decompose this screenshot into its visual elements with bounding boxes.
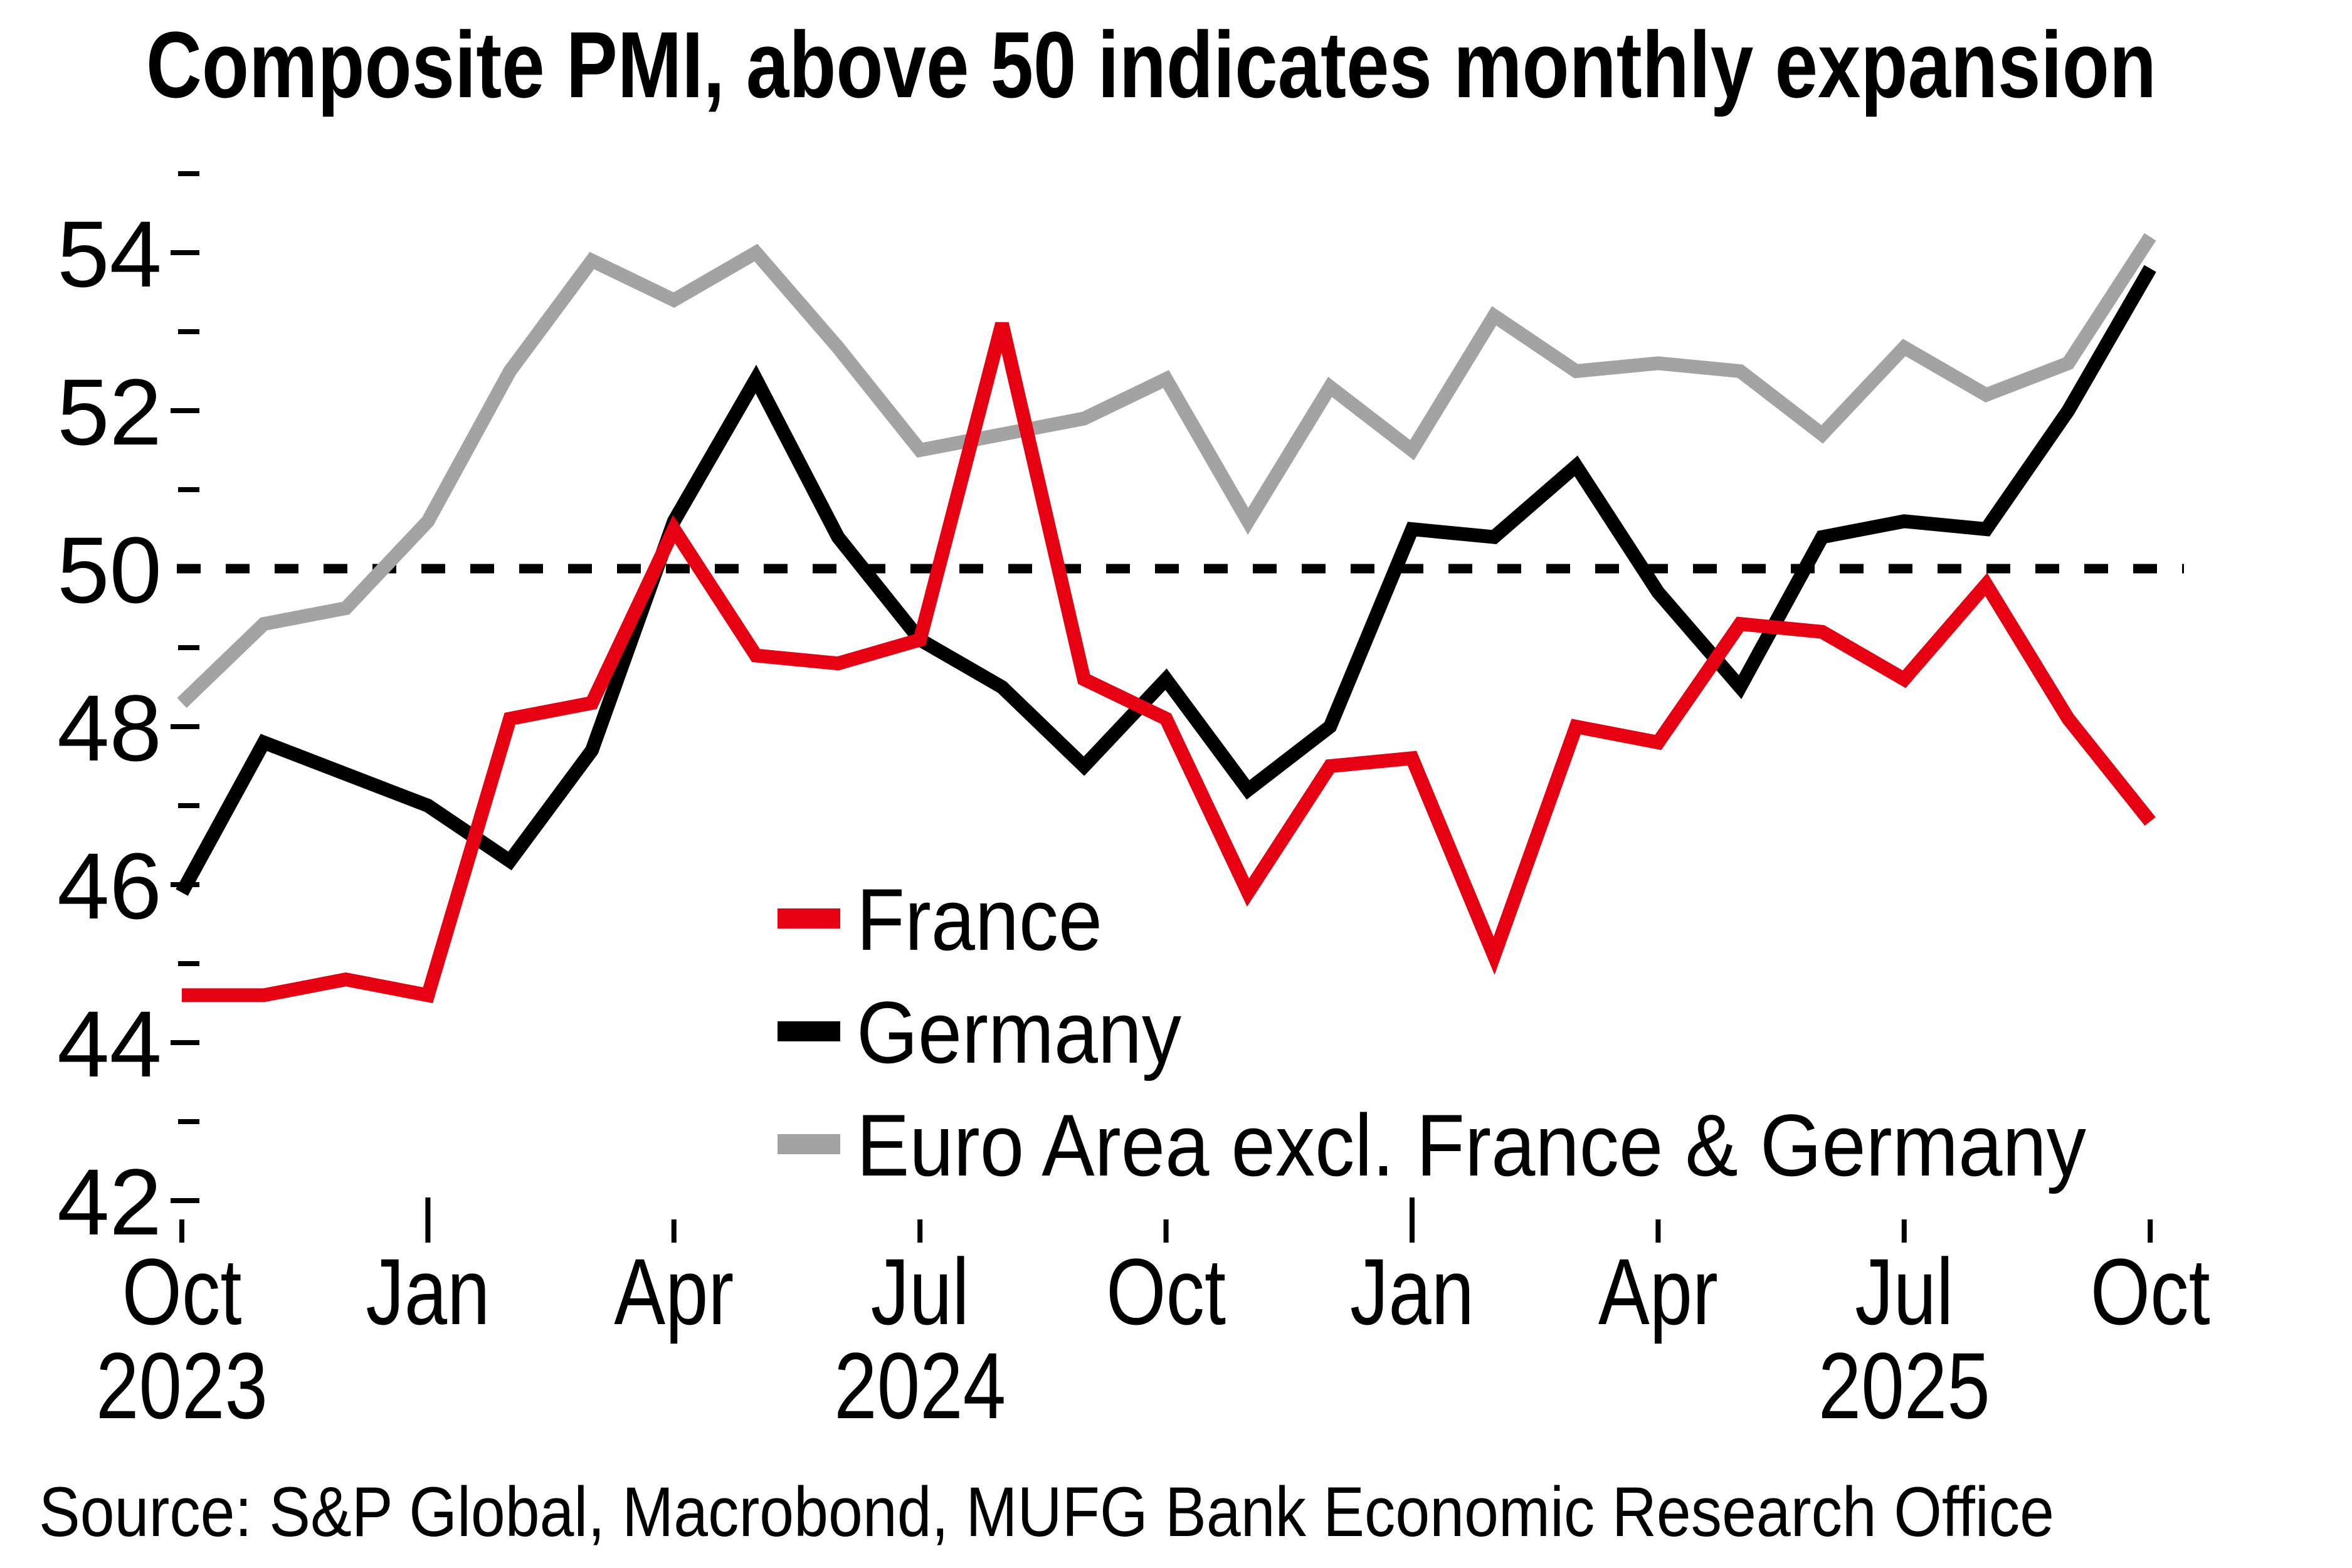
x-month-label: Apr: [614, 1239, 734, 1344]
legend-marker-france: [778, 908, 840, 929]
y-tick-label: 46: [57, 833, 162, 939]
y-tick-label: 44: [57, 991, 162, 1097]
x-month-label: Oct: [122, 1239, 242, 1344]
x-month-label: Oct: [2091, 1239, 2210, 1344]
series-line-euro-area-excl-france-germany: [177, 233, 2156, 708]
y-tick-label: 50: [57, 517, 162, 623]
y-axis: 54 52 50 48 46 44 42: [57, 171, 199, 1255]
y-tick-label: 48: [57, 675, 162, 781]
x-year-label: 2024: [834, 1333, 1006, 1438]
series-line-germany: [176, 265, 2156, 896]
y-tick-label: 42: [57, 1149, 162, 1255]
legend-label-euro-area: Euro Area excl. France & Germany: [857, 1096, 2086, 1194]
legend-label-germany: Germany: [857, 983, 1181, 1081]
legend-marker-euro-area: [778, 1134, 840, 1154]
x-month-label: Jul: [871, 1239, 969, 1344]
x-month-label: Jan: [366, 1239, 490, 1344]
x-month-label: Jan: [1350, 1239, 1474, 1344]
legend-label-france: France: [857, 870, 1102, 969]
legend-marker-germany: [778, 1021, 840, 1041]
x-month-label: Jul: [1855, 1239, 1953, 1344]
series-line-france: [182, 322, 2156, 1004]
source-note: Source: S&P Global, Macrobond, MUFG Bank…: [39, 1473, 2054, 1551]
x-month-label: Oct: [1106, 1239, 1226, 1344]
legend: France Germany Euro Area excl. France & …: [778, 870, 2086, 1194]
x-month-label: Apr: [1598, 1239, 1718, 1344]
x-year-label: 2025: [1818, 1333, 1990, 1438]
series-lines: [176, 233, 2156, 1004]
y-tick-label: 52: [57, 359, 162, 465]
chart-title: Composite PMI, above 50 indicates monthl…: [146, 12, 2156, 117]
x-year-label: 2023: [96, 1333, 268, 1438]
y-tick-label: 54: [57, 201, 162, 307]
